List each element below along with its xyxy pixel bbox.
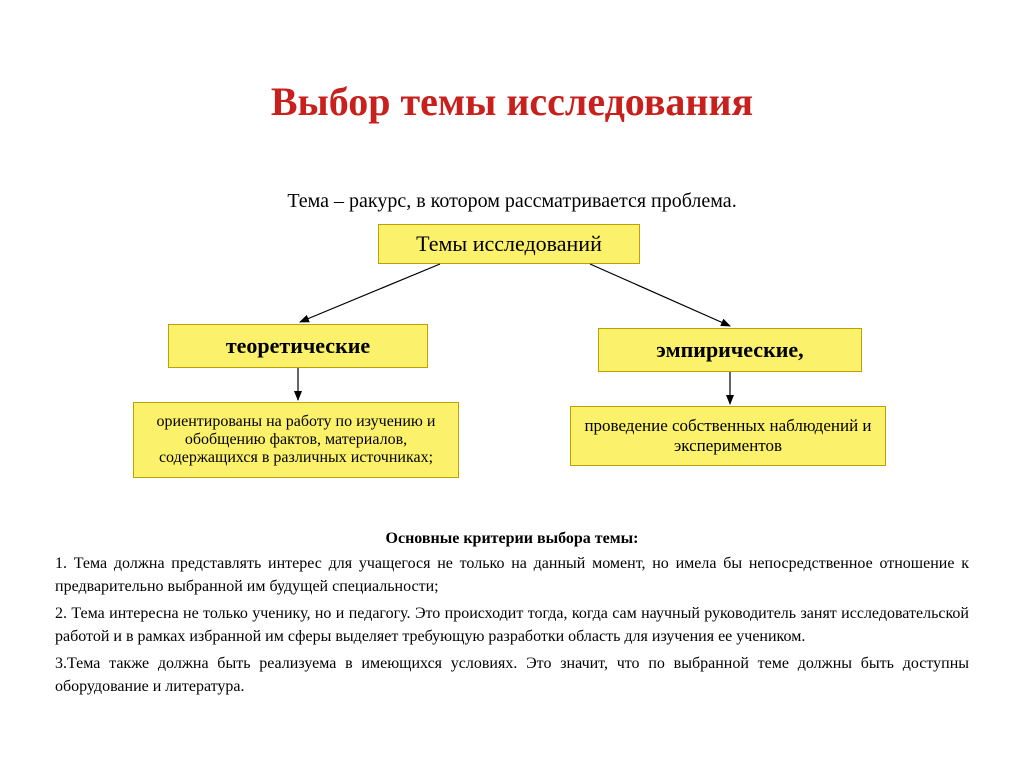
diagram-box-right-desc: проведение собственных наблюдений и эксп… [570,406,886,466]
criteria-block: Основные критерии выбора темы: 1. Тема д… [55,530,969,698]
criteria-title: Основные критерии выбора темы: [55,530,969,548]
criteria-item: 1. Тема должна представлять интерес для … [55,552,969,598]
criteria-item: 2. Тема интересна не только ученику, но … [55,602,969,648]
diagram-box-left: теоретические [168,324,428,368]
page-title: Выбор темы исследования [0,78,1024,125]
diagram-box-right: эмпирические, [598,328,862,372]
diagram-box-left-desc: ориентированы на работу по изучению и об… [133,402,459,478]
criteria-item: 3.Тема также должна быть реализуема в им… [55,652,969,698]
diagram-box-root: Темы исследований [378,224,640,264]
subtitle: Тема – ракурс, в котором рассматривается… [0,190,1024,213]
